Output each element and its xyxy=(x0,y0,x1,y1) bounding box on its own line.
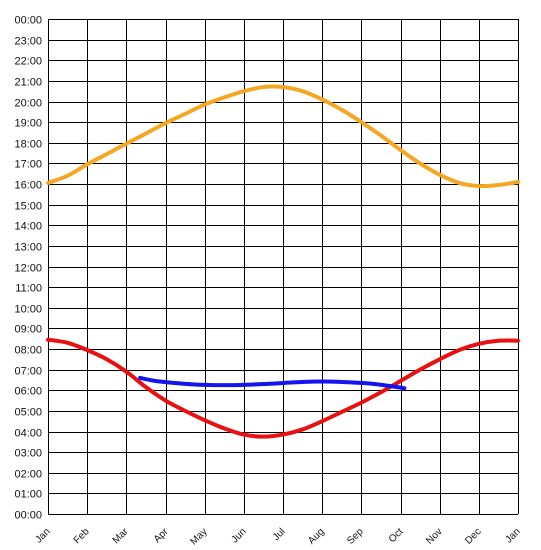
y-tick-label: 22:00 xyxy=(14,56,42,68)
series-line-blue xyxy=(138,375,407,391)
y-tick-label: 18:00 xyxy=(14,139,42,151)
y-tick-label: 05:00 xyxy=(14,407,42,419)
y-tick-label: 19:00 xyxy=(14,118,42,130)
y-tick-label: 12:00 xyxy=(14,263,42,275)
y-tick-label: 00:00 xyxy=(14,510,42,522)
y-tick-label: 16:00 xyxy=(14,180,42,192)
y-tick-label: 04:00 xyxy=(14,428,42,440)
series-lines xyxy=(46,84,520,439)
y-tick-label: 02:00 xyxy=(14,469,42,481)
y-tick-label: 10:00 xyxy=(14,304,42,316)
y-tick-label: 20:00 xyxy=(14,98,42,110)
y-tick-label: 23:00 xyxy=(14,36,42,48)
grid xyxy=(48,19,519,515)
series-line-orange xyxy=(46,84,520,189)
y-tick-label: 14:00 xyxy=(14,221,42,233)
y-tick-label: 17:00 xyxy=(14,159,42,171)
series-line-red xyxy=(46,337,520,439)
y-tick-label: 07:00 xyxy=(14,366,42,378)
y-tick-label: 09:00 xyxy=(14,324,42,336)
y-axis-tick-labels: 00:00 01:00 02:00 03:00 04:00 05:00 06:00 07:00… xyxy=(14,15,42,522)
y-tick-label: 15:00 xyxy=(14,201,42,213)
y-tick-label: 01:00 xyxy=(14,489,42,501)
y-tick-label: 21:00 xyxy=(14,77,42,89)
y-tick-label: 03:00 xyxy=(14,448,42,460)
y-tick-label: 08:00 xyxy=(14,345,42,357)
y-tick-label: 00:00 xyxy=(14,15,42,27)
y-tick-label: 06:00 xyxy=(14,386,42,398)
y-tick-label: 13:00 xyxy=(14,242,42,254)
y-tick-label: 11:00 xyxy=(15,283,42,295)
